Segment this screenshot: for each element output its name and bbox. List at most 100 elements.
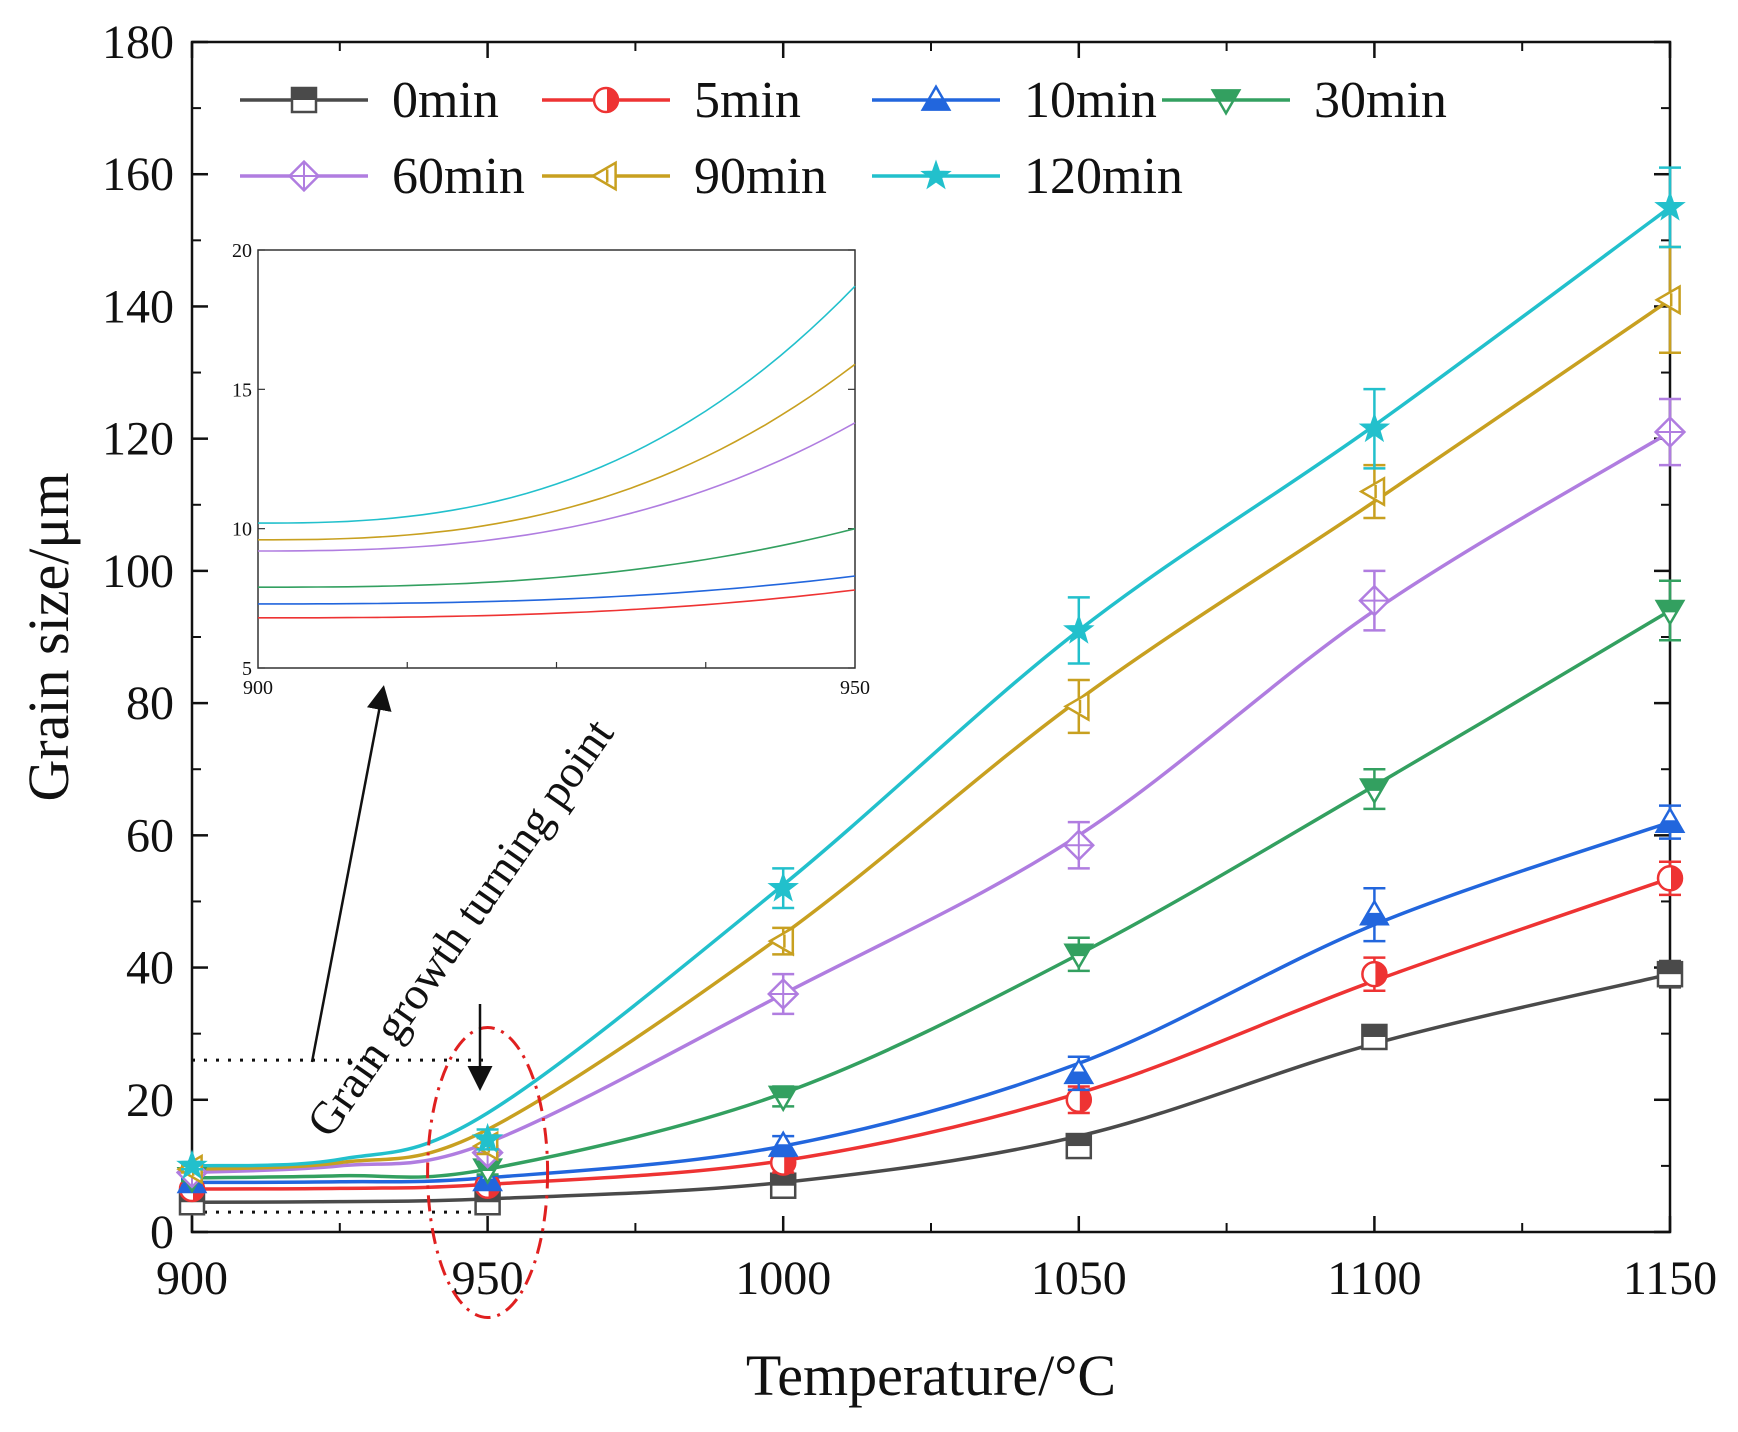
data-point-120min xyxy=(176,1149,208,1180)
inset-y-tick-label: 15 xyxy=(232,379,252,401)
inset-line-120min xyxy=(258,285,856,524)
legend-label: 5min xyxy=(694,72,801,129)
legend-label: 120min xyxy=(1024,148,1183,205)
legend-marker xyxy=(590,160,617,192)
marker xyxy=(1654,284,1681,316)
y-tick-label: 20 xyxy=(126,1074,174,1127)
series-line-30min xyxy=(191,609,1671,1180)
data-point-10min xyxy=(767,1130,799,1158)
inset-y-tick-label: 5 xyxy=(242,658,252,680)
marker xyxy=(1654,806,1686,833)
legend-item-120min: 120min xyxy=(872,148,1183,205)
data-point-30min xyxy=(767,1085,799,1113)
axes: 900 950 1000 1050 1100 1150 0 20 40 60 80 100 120 140… xyxy=(102,16,1717,1305)
data-point-120min xyxy=(1358,387,1391,470)
series-line-90min xyxy=(191,298,1671,1171)
data-point-90min xyxy=(1358,463,1386,520)
data-point-10min xyxy=(1359,886,1390,943)
data-point-60min xyxy=(1062,820,1095,870)
legend-label: 30min xyxy=(1314,72,1447,129)
marker xyxy=(1065,1086,1093,1114)
inset-frame xyxy=(257,249,856,669)
legend-label: 0min xyxy=(392,72,499,129)
legend-label: 60min xyxy=(392,148,525,205)
marker xyxy=(1361,960,1388,988)
marker xyxy=(1654,599,1686,627)
data-point-30min xyxy=(472,1158,503,1185)
data-point-30min xyxy=(1654,579,1686,642)
data-markers xyxy=(175,166,1687,1216)
x-tick-label: 1000 xyxy=(735,1252,831,1305)
y-axis-label: Grain size/μm xyxy=(16,472,81,801)
data-point-0min xyxy=(1656,959,1684,989)
y-tick-label: 0 xyxy=(150,1206,174,1259)
marker xyxy=(1654,190,1686,221)
legend-item-0min: 0min xyxy=(240,72,499,129)
data-point-0min xyxy=(769,1172,797,1199)
marker xyxy=(1062,829,1095,862)
data-point-10min xyxy=(1063,1055,1095,1092)
marker xyxy=(1358,476,1386,507)
marker xyxy=(1063,613,1095,644)
marker xyxy=(1358,412,1391,443)
data-point-120min xyxy=(1654,166,1686,249)
legend-marker xyxy=(1210,89,1242,116)
y-tick-label: 100 xyxy=(102,545,174,598)
legend-label: 10min xyxy=(1024,72,1157,129)
marker xyxy=(767,1130,799,1157)
marker xyxy=(767,871,799,902)
data-point-60min xyxy=(767,972,800,1016)
data-point-90min xyxy=(1063,678,1090,735)
y-tick-label: 60 xyxy=(126,809,174,862)
data-point-120min xyxy=(471,1122,504,1153)
inset-pointer-arrow xyxy=(310,685,392,1063)
data-point-0min xyxy=(1065,1132,1093,1160)
data-point-5min xyxy=(1361,956,1388,992)
inset-y-tick-label: 10 xyxy=(232,519,252,541)
inset-line-10min xyxy=(258,575,856,605)
marker xyxy=(1065,1132,1093,1160)
legend-item-5min: 5min xyxy=(542,72,801,129)
legend: 0min 5min 10min 30min 60min 90min 120min xyxy=(240,72,1447,205)
legend-marker xyxy=(920,84,952,111)
marker xyxy=(767,925,795,957)
marker xyxy=(1656,960,1684,988)
y-tick-label: 40 xyxy=(126,942,174,995)
marker xyxy=(1358,584,1391,617)
data-point-5min xyxy=(1656,860,1684,897)
x-tick-label: 950 xyxy=(452,1252,524,1305)
y-tick-label: 180 xyxy=(102,16,174,69)
turning-point-ellipse xyxy=(426,1026,550,1319)
marker xyxy=(1063,1057,1095,1085)
marker xyxy=(767,977,800,1011)
x-tick-label: 1150 xyxy=(1623,1252,1717,1305)
marker xyxy=(769,1172,797,1199)
inset-guide-lines xyxy=(192,1058,488,1214)
inset-y-tick-label: 20 xyxy=(232,240,252,262)
x-tick-label: 1050 xyxy=(1031,1252,1127,1305)
legend-marker xyxy=(592,86,620,114)
data-point-0min xyxy=(1361,1023,1388,1051)
x-tick-label: 1100 xyxy=(1327,1252,1421,1305)
legend-label: 90min xyxy=(694,148,827,205)
inset-x-tick-label: 950 xyxy=(840,677,870,699)
y-tick-label: 160 xyxy=(102,148,174,201)
y-tick-label: 120 xyxy=(102,413,174,466)
marker xyxy=(1359,778,1390,805)
marker xyxy=(1361,1023,1388,1051)
marker xyxy=(1359,898,1390,926)
data-point-120min xyxy=(767,867,799,910)
data-point-120min xyxy=(1063,596,1095,665)
inset-line-90min xyxy=(258,363,856,541)
marker xyxy=(1656,865,1684,892)
data-point-60min xyxy=(1358,569,1391,632)
legend-item-90min: 90min xyxy=(542,148,827,205)
x-axis-label: Temperature/°C xyxy=(746,1343,1116,1408)
inset-x-tick-label: 900 xyxy=(243,677,273,699)
y-tick-label: 80 xyxy=(126,677,174,730)
series-line-120min xyxy=(191,205,1672,1168)
inset-chart: 5 10 15 20 900 950 xyxy=(232,240,870,699)
marker xyxy=(1653,415,1687,449)
inset-line-60min xyxy=(258,422,856,552)
y-tick-label: 140 xyxy=(102,280,174,333)
